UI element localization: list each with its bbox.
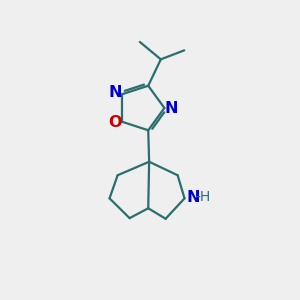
Text: O: O	[108, 115, 121, 130]
Text: -H: -H	[196, 190, 211, 204]
Text: N: N	[187, 190, 200, 205]
Text: N: N	[164, 101, 178, 116]
Text: N: N	[109, 85, 122, 100]
